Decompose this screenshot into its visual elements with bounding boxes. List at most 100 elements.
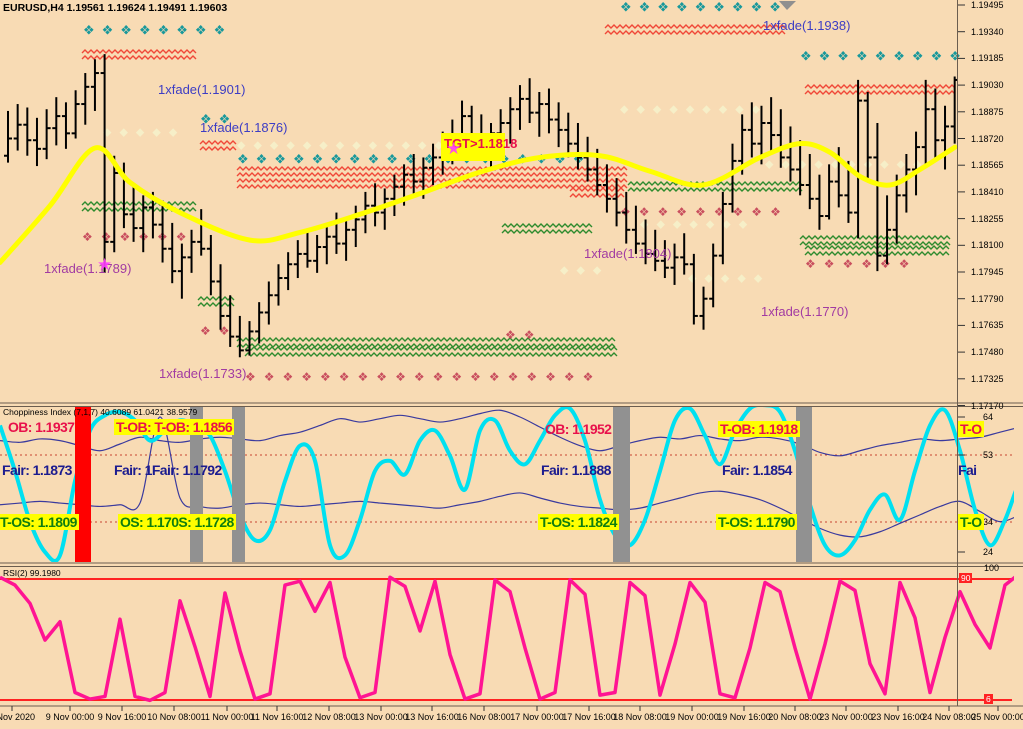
ob-label: T-OB: T-OB: 1.1856 [114,419,235,435]
chart-annotation[interactable]: 1xfade(1.1938) [763,18,851,33]
time-axis-label: 19 Nov 16:00 [717,712,771,722]
rsi-header: RSI(2) 99.1980 [3,568,61,578]
time-axis-label: 17 Nov 16:00 [562,712,616,722]
indicator-axis-label: 34 [983,517,994,527]
ma-line [0,141,957,266]
rsi-level-label: 6 [984,694,993,704]
header-highlight-box [75,408,83,419]
chart-annotation[interactable]: 1xfade(1.1770) [761,304,849,319]
rsi-pane[interactable] [0,567,957,706]
ohlc-bars-layer [4,54,957,358]
ob-label: OB: 1.1952 [545,421,612,437]
cream-diamond-row: ◆◆◆◆◆ [688,272,770,285]
zig-green-marker-row [236,337,616,348]
ob-label: T-O [958,421,984,437]
price-axis-label: 1.18565 [971,160,1004,171]
indicator-axis-label: 53 [983,450,994,460]
os-label: OS: 1.170S: 1.1728 [118,514,236,530]
time-axis[interactable] [0,706,1023,729]
redx-diamond-row: ❖❖❖❖❖❖ [805,257,918,271]
star-marker[interactable]: ★ [446,139,462,158]
price-axis-label: 1.17170 [971,400,1004,411]
price-axis-label: 1.17945 [971,267,1004,277]
redx-diamond-row: ❖❖ [200,324,238,338]
red-signal-bar [75,407,91,562]
cyan-diamond-row: ❖❖ [200,112,237,127]
main-chart-area[interactable] [0,0,957,403]
time-axis-label: 11 Nov 00:00 [200,712,254,722]
star-marker[interactable]: ★ [97,255,113,274]
price-axis-label: 1.19340 [971,26,1004,37]
cream-diamond-row: ◆◆◆◆◆◆◆◆◆ [620,103,768,116]
cream-diamond-row: ◆◆◆◆◆◆◆◆◆◆◆◆◆◆◆◆◆ [237,139,517,152]
time-axis-label: 20 Nov 08:00 [768,712,822,722]
time-axis-label: 25 Nov 00:00 [971,712,1023,722]
gray-signal-bar [796,407,812,562]
cyan-diamond-row: ❖❖❖❖❖❖❖❖❖ [620,0,788,15]
zig-red-marker-row [604,24,786,35]
indicator-axis-label: 64 [983,412,994,422]
ob-label: OB: 1.1937 [8,419,75,435]
price-axis-label: 1.17635 [971,320,1004,331]
annotation-highlight [441,133,505,161]
price-axis-label: 1.18100 [971,240,1004,251]
rsi-axis-label: 100 [984,563,1000,573]
chart-annotation[interactable]: 1xfade(1.1804) [584,246,672,261]
choppiness-slow-upper-line [0,409,1014,457]
zig-red-marker-row [199,140,237,151]
rsi-level-label: 90 [959,573,973,583]
os-label: T-O [958,514,984,530]
price-axis-label: 1.19185 [971,53,1004,64]
time-axis-label: 12 Nov 08:00 [302,712,356,722]
time-axis-label: 23 Nov 00:00 [819,712,873,722]
zig-green-marker-row [197,296,235,307]
choppiness-layer [0,407,1014,562]
cream-diamond-row: ◆◆◆ [560,264,609,277]
price-axis-label: 1.17325 [971,373,1004,384]
time-axis-label: 18 Nov 08:00 [613,712,667,722]
rsi-line [0,575,1014,703]
time-axis-label: 13 Nov 16:00 [405,712,459,722]
price-axis-label: 1.19495 [971,0,1004,10]
zig-green-marker-row [244,346,618,357]
time-axis-label: 9 Nov 00:00 [45,712,95,722]
os-label: T-OS: 1.1790 [716,514,797,530]
zig-green-marker-row [799,235,951,246]
price-axis-label: 1.18875 [971,106,1004,117]
cream-diamond-row: ◆◆◆◆◆◆◆ [640,218,755,231]
fair-label: Fair: 1.1888 [541,462,611,478]
zig-green-marker-row [501,223,593,234]
scroll-position-marker [779,1,796,10]
zig-red-marker-row [804,84,956,95]
price-axis-label: 1.17790 [971,293,1004,304]
chart-annotation[interactable]: 1xfade(1.1733) [159,366,247,381]
time-axis-label: 17 Nov 00:00 [510,712,564,722]
chart-annotation[interactable]: 1xfade(1.1789) [44,261,132,276]
time-axis-label: 11 Nov 16:00 [250,712,304,722]
fair-label: Fair: 1.1873 [2,462,72,478]
quote-line: EURUSD,H4 1.19561 1.19624 1.19491 1.1960… [3,2,228,14]
time-axis-label: 19 Nov 00:00 [665,712,719,722]
chart-annotation[interactable]: 1xfade(1.1901) [158,82,246,97]
fair-label: Fair: 1.1854 [722,462,792,478]
redx-diamond-row: ❖❖ [505,328,543,342]
fair-label: Fai [958,462,977,478]
time-axis-label: 10 Nov 08:00 [147,712,201,722]
price-axis-label: 1.18720 [971,133,1004,144]
chart-annotation[interactable]: 1xfade(1.1876) [200,120,288,135]
indicator-axis-label: 24 [983,547,994,557]
price-axis-label: 1.17480 [971,347,1004,358]
time-axis-label: 16 Nov 08:00 [457,712,511,722]
redx-diamond-row: ❖❖❖❖❖❖❖❖❖❖❖❖❖❖❖❖❖❖❖ [245,370,601,384]
time-axis-label: 6 Nov 2020 [0,712,36,722]
zig-red-marker-row [81,49,197,60]
choppiness-header: Choppiness Index (7,1,7) 40.6089 61.0421… [3,407,198,417]
time-axis-label: 24 Nov 08:00 [922,712,976,722]
cyan-diamond-row: ❖❖❖❖❖❖❖❖ [83,23,232,38]
os-label: T-OS: 1.1824 [538,514,619,530]
time-axis-label: 9 Nov 16:00 [97,712,147,722]
price-axis-label: 1.18255 [971,213,1004,224]
chart-annotation[interactable]: TGT>1.1818 [444,136,518,151]
